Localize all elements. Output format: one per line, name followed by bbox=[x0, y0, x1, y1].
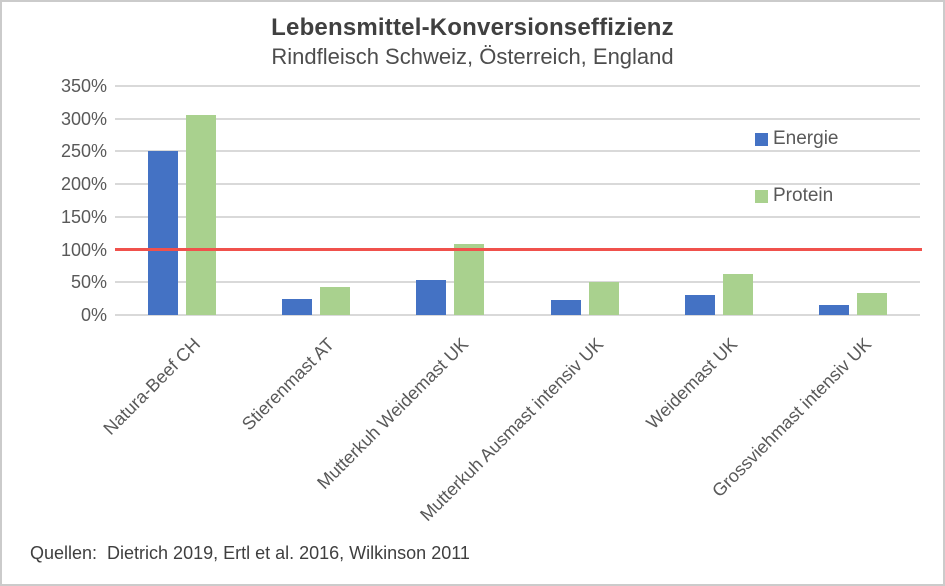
source-note: Quellen: Dietrich 2019, Ertl et al. 2016… bbox=[30, 543, 470, 563]
gridline bbox=[115, 215, 920, 218]
x-axis-tick-label: Natura-Beef CH bbox=[99, 334, 205, 439]
gridline bbox=[115, 85, 920, 87]
y-axis-tick-label: 150% bbox=[60, 206, 107, 227]
x-axis-tick-label: Stierenmast AT bbox=[238, 334, 339, 435]
gridline bbox=[115, 314, 920, 316]
y-axis-tick-label: 0% bbox=[80, 305, 107, 325]
bar-energie bbox=[148, 151, 179, 315]
gridline bbox=[115, 183, 920, 186]
bar-energie bbox=[282, 298, 313, 315]
chart-subtitle: Rindfleisch Schweiz, Österreich, England bbox=[271, 44, 674, 69]
legend-label: Energie bbox=[773, 128, 839, 149]
bar-energie bbox=[416, 280, 447, 315]
y-axis-tick-label: 250% bbox=[60, 141, 107, 162]
gridline bbox=[115, 281, 920, 284]
x-axis-tick-label: Mutterkuh Ausmast intensiv UK bbox=[415, 334, 607, 525]
y-axis-tick-label: 300% bbox=[60, 108, 107, 129]
chart-title: Lebensmittel-Konversionseffizienz bbox=[271, 14, 674, 41]
bar-protein bbox=[186, 114, 217, 315]
bar-energie bbox=[818, 305, 849, 315]
bar-protein bbox=[454, 244, 485, 315]
bar-protein bbox=[320, 286, 351, 315]
bar-energie bbox=[684, 294, 715, 315]
legend-label: Protein bbox=[773, 185, 834, 206]
legend-swatch-protein bbox=[755, 189, 768, 203]
y-axis-tick-label: 50% bbox=[70, 272, 107, 293]
legend-swatch-energie bbox=[755, 132, 768, 146]
reference-line-100pct bbox=[115, 248, 922, 252]
bar-protein bbox=[722, 274, 753, 315]
y-axis-tick-label: 200% bbox=[60, 174, 107, 195]
gridline bbox=[115, 117, 920, 120]
x-axis-tick-label: Mutterkuh Weidemast UK bbox=[313, 334, 473, 493]
bar-protein bbox=[856, 293, 887, 315]
y-axis-tick-label: 350% bbox=[60, 76, 107, 96]
x-axis-tick-label: Grossviehmast intensiv UK bbox=[708, 334, 876, 501]
bar-energie bbox=[550, 299, 581, 315]
gridline bbox=[115, 150, 920, 153]
x-axis-tick-label: Weidemast UK bbox=[642, 334, 741, 433]
legend-item-protein: Protein bbox=[755, 185, 833, 207]
bar-protein bbox=[588, 282, 619, 315]
y-axis-tick-label: 100% bbox=[60, 239, 107, 260]
legend-item-energie: Energie bbox=[755, 128, 839, 150]
